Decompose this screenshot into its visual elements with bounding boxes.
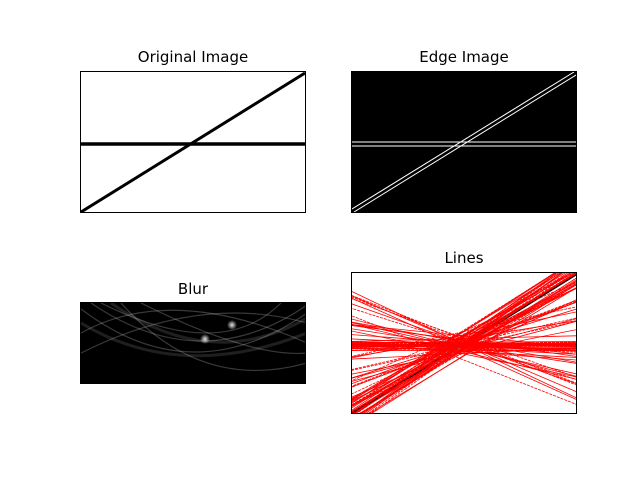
detected-line [352, 315, 576, 405]
detected-line [352, 322, 576, 375]
detected-line [368, 287, 576, 413]
blur-curve-6 [81, 312, 305, 354]
detected-line [352, 301, 576, 384]
blur-peak-2 [227, 320, 237, 330]
detected-line [352, 320, 576, 371]
detected-line [352, 301, 576, 398]
edge-image-panel [351, 71, 577, 213]
blur-peak-1 [200, 334, 210, 344]
title-edge-image: Edge Image [419, 48, 509, 66]
detected-line [352, 330, 576, 378]
detected-line [352, 344, 576, 358]
blur-band-1 [81, 321, 305, 358]
detected-line [352, 273, 559, 413]
blur-band-2 [110, 303, 305, 344]
detected-line [352, 311, 576, 359]
title-lines: Lines [444, 249, 484, 267]
detected-line [352, 296, 576, 386]
detected-line [352, 320, 576, 382]
blur-curve-2 [90, 303, 305, 342]
detected-line [352, 298, 576, 378]
blur-curve-7 [140, 303, 305, 355]
blur-curve-5 [120, 303, 305, 372]
edge-diagonal-upper [352, 72, 575, 210]
blur-panel [80, 302, 306, 384]
title-blur: Blur [177, 280, 209, 298]
detected-line [352, 287, 576, 395]
detected-line [352, 299, 576, 407]
blur-curve-1 [81, 308, 305, 353]
lines-panel [351, 272, 577, 414]
detected-line [371, 284, 576, 413]
detected-line [352, 318, 576, 379]
detected-line [352, 295, 576, 384]
blur-curve-3 [81, 309, 305, 343]
detected-line [352, 324, 576, 357]
edge-diagonal-lower [353, 74, 576, 212]
detected-line [352, 320, 576, 358]
detected-line [352, 297, 576, 400]
title-original-image: Original Image [137, 48, 249, 66]
detected-line [352, 318, 576, 377]
blur-curve-4 [100, 303, 282, 334]
detected-line [352, 348, 576, 351]
detected-line [352, 273, 572, 399]
detected-line [352, 299, 576, 387]
detected-line [352, 273, 569, 406]
original-diagonal-line [81, 72, 305, 212]
original-image-panel [80, 71, 306, 213]
